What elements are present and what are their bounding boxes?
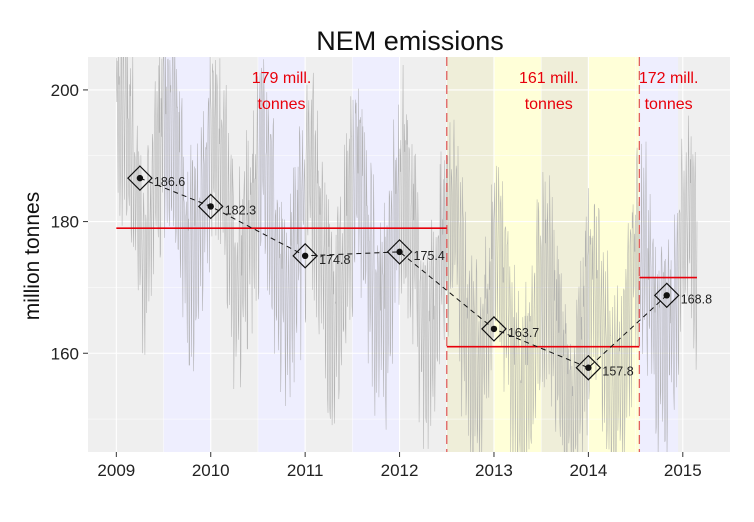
data-label-2: 174.8	[319, 253, 350, 267]
y-axis-label: million tonnes	[21, 192, 44, 320]
shaded-band-2	[352, 57, 400, 452]
x-tick-label-2: 2011	[287, 461, 324, 480]
annual-series: 186.6 182.3 174.8 175.4 163.7 157.8 168.8	[127, 165, 712, 381]
x-tick-label-0: 2009	[97, 461, 135, 480]
axes: 2009 2010 2011 2012 2013 2014 2015 160 180 200	[51, 81, 702, 480]
annual-point-2	[301, 252, 309, 260]
period-annotation-line2-0: tonnes	[258, 96, 306, 113]
period-means	[116, 57, 697, 452]
annual-diamond-1	[197, 193, 224, 220]
annual-diamond-3	[386, 239, 413, 265]
x-tick-label-5: 2014	[569, 461, 607, 480]
x-tick-label-6: 2015	[664, 461, 702, 480]
daily-trace	[116, 57, 698, 452]
period-annotation-line2-2: tonnes	[645, 96, 693, 113]
x-tick-label-1: 2010	[192, 461, 230, 480]
data-label-5: 157.8	[602, 365, 633, 379]
annual-point-3	[396, 248, 403, 256]
annual-point-1	[207, 203, 214, 210]
annual-point-6	[663, 292, 670, 299]
shaded-band-4	[493, 57, 542, 452]
y-tick-label-0: 160	[51, 344, 79, 363]
period-annotations: 179 mill. tonnes 161 mill. tonnes 172 mill. t…	[252, 70, 699, 113]
x-tick-label-3: 2012	[381, 461, 419, 480]
annual-point-5	[585, 364, 592, 371]
data-label-0: 186.6	[154, 175, 185, 189]
annual-point-0	[136, 174, 144, 182]
annual-point-4	[490, 325, 498, 333]
annual-diamond-4	[481, 316, 507, 342]
chart-title: NEM emissions	[316, 26, 504, 56]
daily-trace-line	[116, 57, 698, 452]
annual-diamond-6	[653, 282, 680, 309]
period-annotation-line1-2: 172 mill.	[639, 70, 699, 87]
period-annotation-line1-1: 161 mill.	[519, 70, 579, 87]
data-label-3: 175.4	[414, 249, 445, 263]
y-tick-label-1: 180	[51, 213, 79, 232]
annual-diamond-5	[575, 354, 602, 381]
period-annotation-line2-1: tonnes	[525, 96, 573, 113]
data-label-4: 163.7	[508, 326, 539, 340]
y-tick-label-2: 200	[51, 81, 79, 100]
data-label-1: 182.3	[225, 203, 256, 217]
x-tick-label-4: 2013	[475, 461, 513, 480]
data-label-6: 168.8	[681, 292, 712, 306]
annual-diamond-0	[127, 165, 153, 191]
annual-diamond-2	[292, 242, 318, 269]
period-annotation-line1-0: 179 mill.	[252, 70, 312, 87]
